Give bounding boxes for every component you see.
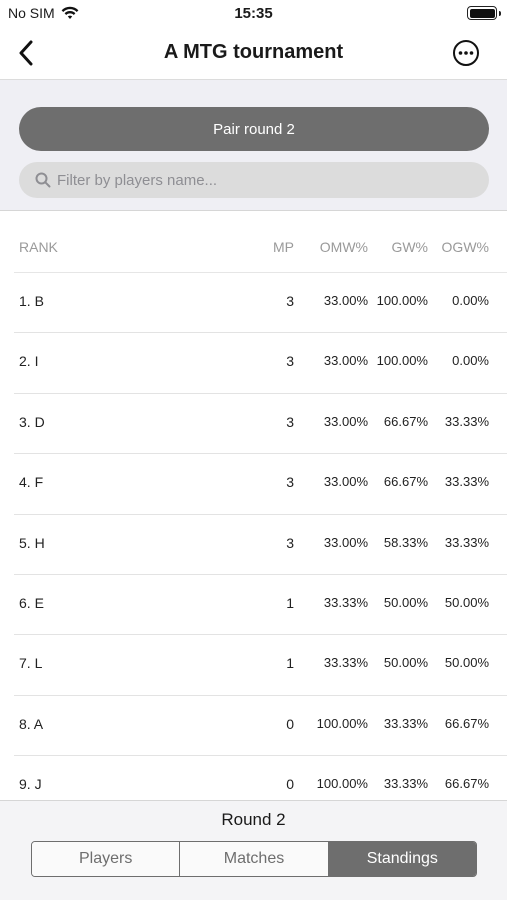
rank-cell: 9. J [19,776,42,793]
ogw-cell: 33.33% [444,534,489,550]
table-row[interactable]: 3. D 3 33.00% 66.67% 33.33% [14,394,507,455]
mp-cell: 3 [286,534,294,551]
gw-cell: 50.00% [383,594,428,610]
ogw-cell: 50.00% [444,655,489,671]
tab-matches[interactable]: Matches [180,842,329,876]
omw-cell: 33.33% [323,594,368,610]
mp-cell: 3 [286,413,294,430]
rank-cell: 6. E [19,594,44,611]
table-row[interactable]: 8. A 0 100.00% 33.33% 66.67% [14,696,507,757]
battery-icon [467,6,501,20]
mp-cell: 1 [286,655,294,672]
header-omw[interactable]: OMW% [319,239,368,255]
header-mp[interactable]: MP [273,239,294,255]
gw-cell: 50.00% [383,655,428,671]
carrier-label: No SIM [8,5,55,21]
header-gw[interactable]: GW% [391,239,428,255]
rank-cell: 7. L [19,655,43,672]
gw-cell: 33.33% [383,776,428,792]
mp-cell: 3 [286,293,294,309]
status-time: 15:35 [234,5,273,22]
rank-cell: 3. D [19,413,45,430]
table-row[interactable]: 9. J 0 100.00% 33.33% 66.67% [14,756,507,800]
table-header: RANK MP OMW% GW% OGW% [14,212,507,273]
pair-round-button[interactable]: Pair round 2 [19,107,489,151]
mp-cell: 0 [286,715,294,732]
ogw-cell: 0.00% [452,293,489,308]
back-button[interactable] [12,38,40,68]
segmented-control: Players Matches Standings [31,841,477,877]
omw-cell: 33.00% [323,413,368,429]
standings-table: RANK MP OMW% GW% OGW% 1. B 3 33.00% 100.… [0,212,507,800]
round-label: Round 2 [221,810,286,829]
gw-cell: 100.00% [376,293,428,308]
table-row[interactable]: 5. H 3 33.00% 58.33% 33.33% [14,515,507,575]
omw-cell: 33.00% [323,534,368,550]
rank-cell: 5. H [19,534,45,551]
ogw-cell: 0.00% [452,353,489,369]
gw-cell: 66.67% [383,474,428,490]
more-icon[interactable] [452,39,480,67]
omw-cell: 33.33% [323,655,368,671]
tab-standings[interactable]: Standings [328,842,476,876]
ogw-cell: 66.67% [444,776,489,792]
search-input[interactable] [57,171,477,189]
table-row[interactable]: 6. E 1 33.33% 50.00% 50.00% [14,575,507,636]
rank-cell: 2. I [19,353,39,370]
gw-cell: 100.00% [376,353,428,369]
gw-cell: 66.67% [383,413,428,429]
ogw-cell: 33.33% [444,474,489,490]
omw-cell: 33.00% [323,353,368,369]
table-row[interactable]: 7. L 1 33.33% 50.00% 50.00% [14,635,507,696]
ogw-cell: 66.67% [444,715,489,731]
chevron-left-icon [19,40,33,66]
search-icon [35,172,51,188]
search-bar[interactable] [19,162,489,198]
page-title: A MTG tournament [163,41,344,63]
table-row[interactable]: 1. B 3 33.00% 100.00% 0.00% [14,273,507,334]
header-ogw[interactable]: OGW% [441,239,489,255]
navigation-bar: A MTG tournament [0,28,507,80]
omw-cell: 33.00% [323,474,368,490]
wifi-icon [61,6,79,19]
mp-cell: 3 [286,353,294,370]
bottom-bar: Round 2 Players Matches Standings [0,800,507,900]
mp-cell: 0 [286,776,294,793]
table-row[interactable]: 2. I 3 33.00% 100.00% 0.00% [14,333,507,394]
rank-cell: 1. B [19,293,44,309]
table-row[interactable]: 4. F 3 33.00% 66.67% 33.33% [14,454,507,515]
mp-cell: 3 [286,474,294,491]
gw-cell: 58.33% [383,534,428,550]
tab-players[interactable]: Players [32,842,181,876]
rank-cell: 8. A [19,715,44,732]
header-rank[interactable]: RANK [19,239,58,255]
omw-cell: 100.00% [316,776,368,792]
ogw-cell: 33.33% [444,413,489,429]
status-bar: No SIM 15:35 [0,0,507,28]
controls-panel: Pair round 2 [0,80,507,211]
status-left: No SIM [8,5,79,21]
omw-cell: 33.00% [323,293,368,308]
gw-cell: 33.33% [383,715,428,731]
mp-cell: 1 [286,594,294,611]
rank-cell: 4. F [19,474,44,491]
ogw-cell: 50.00% [444,594,489,610]
omw-cell: 100.00% [316,715,368,731]
